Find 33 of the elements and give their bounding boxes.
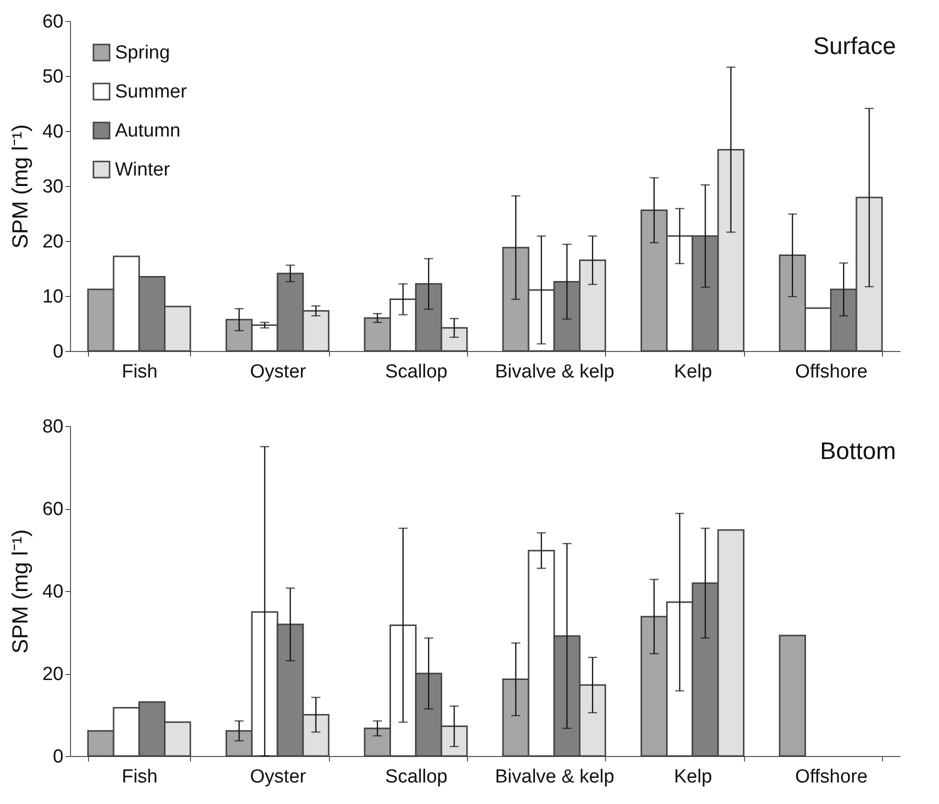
legend-label: Spring — [115, 42, 170, 64]
x-tick-label: Offshore — [795, 766, 868, 788]
y-tick-label: 50 — [42, 66, 64, 88]
x-tick-label: Fish — [122, 362, 158, 382]
y-tick-label: 30 — [42, 176, 64, 198]
y-axis-title: SPM (mg l⁻¹) — [7, 529, 32, 654]
legend-label: Winter — [115, 160, 171, 180]
y-axis-title: SPM (mg l⁻¹) — [7, 124, 32, 249]
x-tick-label: Scallop — [385, 766, 448, 788]
y-tick-label: 40 — [42, 582, 64, 602]
legend-label: Autumn — [115, 120, 180, 142]
y-tick-label: 0 — [52, 746, 64, 768]
text: Bottom — [820, 438, 896, 465]
x-tick-label: Oyster — [250, 766, 307, 788]
y-tick-label: 20 — [42, 664, 64, 685]
y-tick-label: 10 — [42, 286, 64, 308]
bar — [778, 634, 806, 757]
y-tick-label: 20 — [42, 232, 64, 252]
x-tick-label: Offshore — [795, 362, 868, 382]
x-tick-label: Kelp — [674, 362, 712, 382]
legend-label: Summer — [115, 82, 188, 102]
x-tick-label: Fish — [122, 766, 158, 788]
y-tick-label: 80 — [42, 416, 64, 438]
x-tick-label: Bivalve & kelp — [494, 766, 614, 788]
x-tick-label: Bivalve & kelp — [494, 362, 614, 382]
y-tick-label: 60 — [42, 499, 64, 520]
y-tick-label: 0 — [52, 342, 64, 362]
y-tick-label: 40 — [42, 122, 64, 142]
text: Surface — [813, 33, 896, 60]
x-tick-label: Scallop — [385, 362, 448, 382]
x-tick-label: Oyster — [250, 362, 307, 382]
x-tick-label: Kelp — [674, 766, 712, 788]
y-tick-label: 60 — [42, 12, 64, 32]
